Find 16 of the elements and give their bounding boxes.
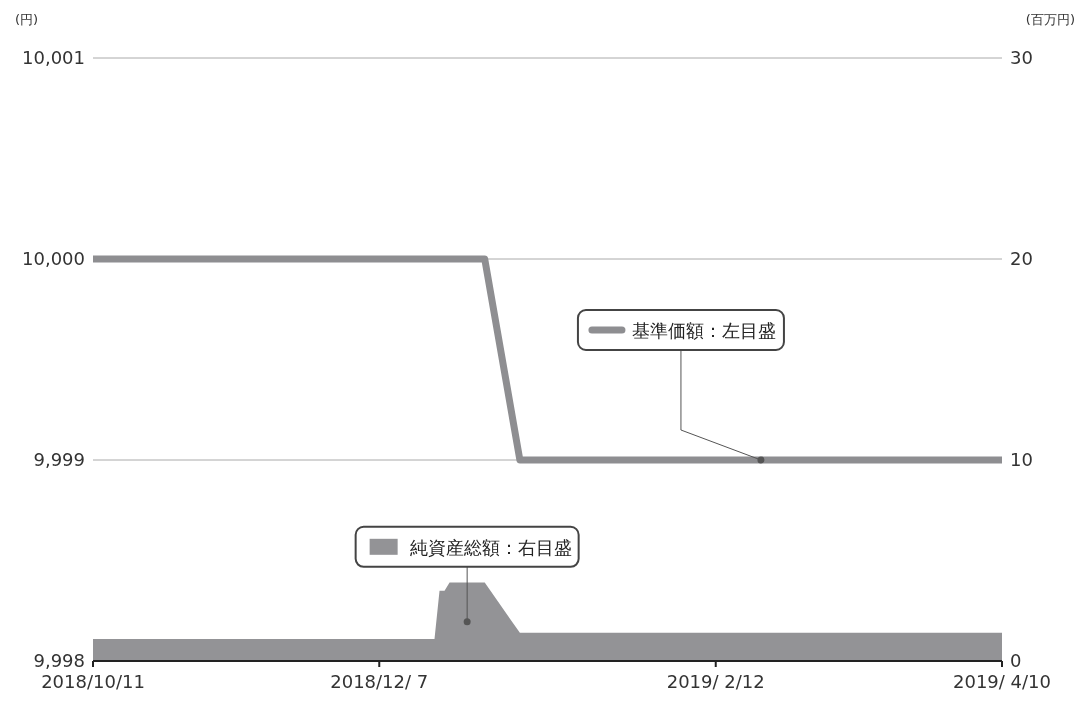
y2-tick-label: 10: [1010, 449, 1033, 471]
x-tick-label: 2019/ 2/12: [666, 670, 765, 692]
y-tick-label: 10,001: [22, 47, 85, 69]
y2-axis-title: (百万円): [1025, 12, 1075, 28]
y2-tick-label: 20: [1010, 248, 1033, 270]
y2-tick-label: 30: [1010, 47, 1033, 69]
y-axis-title: (円): [15, 12, 39, 28]
legend-label: 純資産総額：右目盛: [409, 536, 572, 558]
y-tick-label: 10,000: [22, 248, 85, 270]
x-tick-label: 2018/12/ 7: [330, 670, 429, 692]
y-tick-label: 9,998: [33, 650, 85, 672]
x-tick-label: 2019/ 4/10: [952, 670, 1052, 692]
legend-label: 基準価額：左目盛: [631, 320, 776, 341]
y-tick-label: 9,999: [33, 449, 85, 471]
y2-tick-label: 0: [1010, 650, 1022, 672]
x-tick-label: 2018/10/11: [41, 670, 145, 692]
